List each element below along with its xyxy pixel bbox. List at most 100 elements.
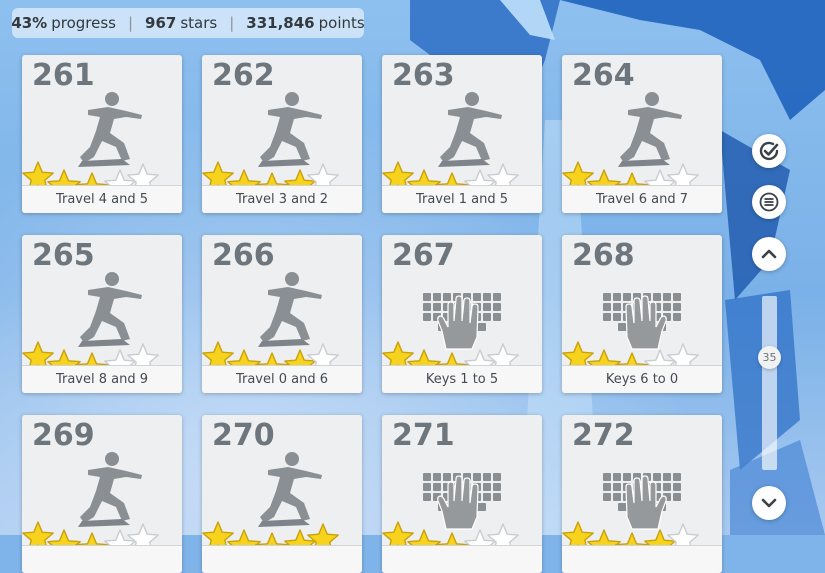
- menu-button[interactable]: [752, 185, 786, 219]
- star-filled-icon: [615, 172, 649, 187]
- lesson-card[interactable]: 270: [202, 415, 362, 573]
- lesson-art: [382, 473, 519, 547]
- star-empty-icon: [487, 163, 519, 187]
- lesson-art: [202, 272, 339, 367]
- star-empty-icon: [667, 163, 699, 187]
- lesson-label: [562, 545, 722, 573]
- lesson-art: [562, 293, 699, 367]
- star-filled-icon: [75, 352, 109, 367]
- stretching-figure-icon: [78, 452, 142, 527]
- star-empty-icon: [104, 169, 136, 187]
- stars-label: stars: [180, 14, 218, 32]
- lesson-card[interactable]: 261 Travel 4 and 5: [22, 55, 182, 213]
- progress-label: progress: [51, 14, 116, 32]
- lesson-label: Keys 1 to 5: [382, 365, 542, 393]
- lesson-card[interactable]: 265 Travel 8 and 9: [22, 235, 182, 393]
- stats-separator: |: [127, 14, 134, 32]
- lesson-label: Keys 6 to 0: [562, 365, 722, 393]
- stretching-figure-icon: [78, 92, 142, 167]
- hand-icon: [437, 475, 479, 530]
- lesson-number: 270: [212, 418, 275, 453]
- star-filled-icon: [407, 169, 441, 187]
- star-filled-icon: [227, 169, 261, 187]
- star-filled-icon: [227, 349, 261, 367]
- lesson-label: [382, 545, 542, 573]
- star-filled-icon: [284, 169, 316, 187]
- scroll-down-button[interactable]: [752, 486, 786, 520]
- hand-icon: [625, 295, 667, 350]
- lesson-number: 266: [212, 238, 275, 273]
- lesson-card[interactable]: 263 Travel 1 and 5: [382, 55, 542, 213]
- stats-bar: 43% progress | 967 stars | 331,846 point…: [11, 8, 365, 38]
- star-empty-icon: [307, 163, 339, 187]
- lesson-label: Travel 1 and 5: [382, 185, 542, 213]
- star-filled-icon: [255, 352, 289, 367]
- lesson-number: 262: [212, 58, 275, 93]
- stretching-figure-icon: [258, 272, 322, 347]
- lesson-label: Travel 4 and 5: [22, 185, 182, 213]
- lesson-number: 261: [32, 58, 95, 93]
- lesson-number: 269: [32, 418, 95, 453]
- check-button[interactable]: [752, 134, 786, 168]
- star-filled-icon: [284, 349, 316, 367]
- lesson-card[interactable]: 269: [22, 415, 182, 573]
- stretching-figure-icon: [618, 92, 682, 167]
- lesson-art: [202, 92, 339, 187]
- star-filled-icon: [47, 349, 81, 367]
- star-empty-icon: [307, 343, 339, 367]
- star-filled-icon: [435, 352, 469, 367]
- points-label: points: [318, 14, 365, 32]
- lesson-label: [22, 545, 182, 573]
- star-empty-icon: [464, 169, 496, 187]
- menu-icon: [759, 192, 779, 212]
- lesson-card[interactable]: 271: [382, 415, 542, 573]
- lesson-number: 271: [392, 418, 455, 453]
- lesson-art: [562, 473, 699, 547]
- scroll-up-button[interactable]: [752, 237, 786, 271]
- lesson-card[interactable]: 266 Travel 0 and 6: [202, 235, 362, 393]
- lesson-label: Travel 0 and 6: [202, 365, 362, 393]
- stretching-figure-icon: [258, 452, 322, 527]
- lesson-art: [382, 92, 519, 187]
- star-filled-icon: [615, 352, 649, 367]
- scroll-track[interactable]: [762, 296, 777, 470]
- star-filled-icon: [587, 349, 621, 367]
- stats-separator: |: [229, 14, 235, 32]
- star-filled-icon: [75, 172, 109, 187]
- scroll-thumb[interactable]: 35: [758, 346, 781, 369]
- star-empty-icon: [464, 349, 496, 367]
- lesson-art: [22, 272, 159, 367]
- lesson-card[interactable]: 262 Travel 3 and 2: [202, 55, 362, 213]
- star-empty-icon: [104, 349, 136, 367]
- star-empty-icon: [667, 343, 699, 367]
- lesson-label: Travel 6 and 7: [562, 185, 722, 213]
- progress-value: 43%: [11, 14, 48, 32]
- star-empty-icon: [127, 343, 159, 367]
- lesson-number: 267: [392, 238, 455, 273]
- lesson-number: 268: [572, 238, 635, 273]
- hand-icon: [437, 295, 479, 350]
- star-filled-icon: [407, 349, 441, 367]
- lesson-card[interactable]: 272: [562, 415, 722, 573]
- lesson-number: 265: [32, 238, 95, 273]
- chevron-down-icon: [761, 498, 777, 508]
- star-empty-icon: [644, 349, 676, 367]
- lesson-number: 263: [392, 58, 455, 93]
- star-filled-icon: [255, 172, 289, 187]
- check-circle-icon: [759, 141, 779, 161]
- stars-value: 967: [145, 14, 177, 32]
- lesson-card[interactable]: 264 Travel 6 and 7: [562, 55, 722, 213]
- lesson-card[interactable]: 268 Keys 6 to 0: [562, 235, 722, 393]
- lesson-art: [202, 452, 339, 547]
- points-value: 331,846: [246, 14, 315, 32]
- lesson-number: 264: [572, 58, 635, 93]
- star-empty-icon: [127, 163, 159, 187]
- stretching-figure-icon: [438, 92, 502, 167]
- lesson-art: [22, 452, 159, 547]
- stretching-figure-icon: [78, 272, 142, 347]
- stretching-figure-icon: [258, 92, 322, 167]
- star-filled-icon: [587, 169, 621, 187]
- lesson-card[interactable]: 267 Keys 1 to 5: [382, 235, 542, 393]
- lesson-label: Travel 8 and 9: [22, 365, 182, 393]
- star-filled-icon: [435, 172, 469, 187]
